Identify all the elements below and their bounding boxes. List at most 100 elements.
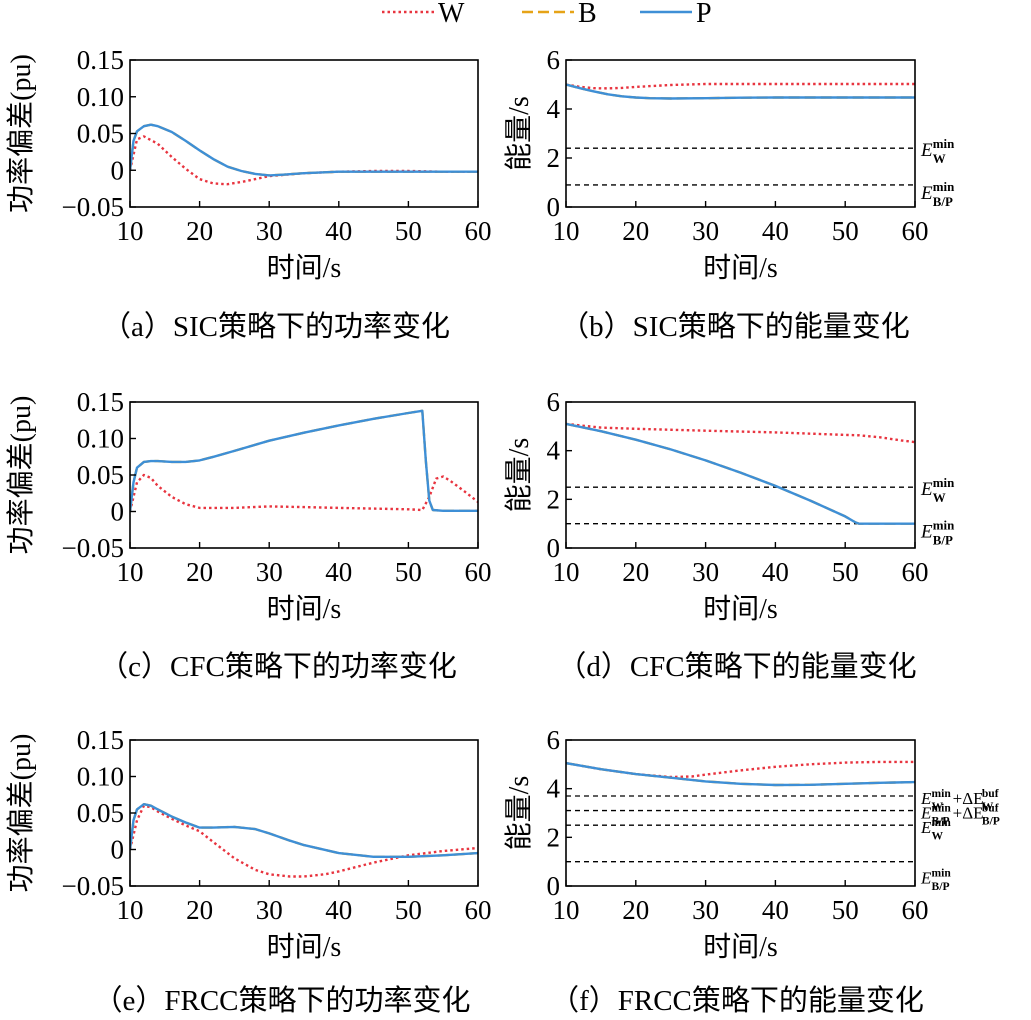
caption-f: （f）FRCC策略下的能量变化 [550,984,924,1017]
x-tick-label-a-1: 20 [186,216,213,246]
series-line-b-w [566,82,915,90]
y-tick-label-a-3: 0.10 [77,82,124,112]
threshold-label-f-2: Emin W [920,816,951,842]
x-axis-label-d: 时间/s [703,593,778,625]
threshold-label-f-3: Emin B/P [920,867,951,893]
y-tick-label-f-0: 0 [547,871,561,901]
y-tick-label-b-3: 6 [547,45,561,75]
x-tick-label-e-1: 20 [186,895,213,925]
x-tick-label-e-3: 40 [325,895,352,925]
series-line-a-p [130,123,478,177]
y-tick-label-b-0: 0 [547,192,561,222]
threshold-label-d-1: Emin B/P [920,518,954,548]
y-tick-label-f-3: 6 [547,725,561,755]
series-line-d-w [566,422,915,444]
panel-f: 10 20 30 40 50 60 0 2 4 6 时间/s 能量/s （f）FRCC策略下的能量变化 E… [503,725,1000,1017]
y-tick-label-d-1: 2 [547,484,561,514]
y-tick-label-c-4: 0.15 [77,387,124,417]
x-tick-label-f-3: 40 [762,895,789,925]
series-line-d-p [566,422,915,525]
y-tick-label-f-1: 2 [547,822,561,852]
x-tick-label-d-2: 30 [692,557,719,587]
caption-c: （c）CFC策略下的功率变化 [99,650,457,683]
threshold-label-b-0: Emin W [920,136,954,166]
x-axis-label-c: 时间/s [267,593,342,625]
x-tick-label-e-4: 50 [395,895,422,925]
panel-d: 10 20 30 40 50 60 0 2 4 6 时间/s 能量/s （d）CFC策略下的能量变化 Em… [503,387,954,683]
x-tick-label-b-5: 60 [902,216,929,246]
y-tick-label-e-0: −0.05 [62,871,124,901]
x-axis-label-e: 时间/s [267,931,342,963]
series-line-a-w [130,135,478,186]
panel-a: 10 20 30 40 50 60 −0.05 0 0.05 0.10 0.15 时间/s 功率偏差(p… [5,45,492,343]
axes-frame-d [565,401,916,549]
x-tick-label-c-3: 40 [325,557,352,587]
y-tick-label-d-2: 4 [547,436,561,466]
series-line-f-b [566,761,915,787]
y-tick-label-b-1: 2 [547,143,561,173]
y-axis-label-e: 功率偏差(pu) [5,734,37,893]
x-axis-label-f: 时间/s [703,931,778,963]
series-line-a-b [130,123,478,177]
y-tick-label-e-1: 0 [111,835,125,865]
y-axis-label-b: 能量/s [503,96,535,171]
axes-frame-b [565,59,916,208]
y-tick-label-a-0: −0.05 [62,192,124,222]
panel-b: 10 20 30 40 50 60 0 2 4 6 时间/s 能量/s （b）SIC策略下的能量变化 Em… [503,45,954,343]
axes-frame-e [129,739,479,887]
x-tick-label-b-0: 10 [553,216,580,246]
y-axis-label-f: 能量/s [503,776,535,851]
x-tick-label-d-5: 60 [902,557,929,587]
y-tick-label-e-4: 0.15 [77,725,124,755]
y-axis-label-a: 功率偏差(pu) [5,54,37,213]
x-tick-label-f-5: 60 [902,895,929,925]
threshold-label-d-0: Emin W [920,475,954,505]
x-tick-label-b-4: 50 [832,216,859,246]
axes-frame-f [565,739,916,887]
x-tick-label-a-4: 50 [395,216,422,246]
series-line-e-w [130,804,478,878]
x-tick-label-f-4: 50 [832,895,859,925]
caption-b: （b）SIC策略下的能量变化 [560,310,910,343]
x-tick-label-c-0: 10 [117,557,144,587]
x-tick-label-d-1: 20 [622,557,649,587]
y-tick-label-c-0: −0.05 [62,533,124,563]
x-tick-label-c-4: 50 [395,557,422,587]
series-line-e-b [130,803,478,858]
series-line-c-w [130,473,478,512]
legend-label-p: P [696,0,712,29]
x-tick-label-b-3: 40 [762,216,789,246]
x-tick-label-c-5: 60 [465,557,492,587]
series-line-f-w [566,760,915,779]
x-tick-label-f-0: 10 [553,895,580,925]
threshold-label-b-1: Emin B/P [920,179,954,209]
y-axis-label-d: 能量/s [503,438,535,513]
series-line-b-p [566,83,915,100]
caption-e: （e）FRCC策略下的功率变化 [93,984,470,1017]
x-tick-label-c-2: 30 [256,557,283,587]
y-tick-label-a-2: 0.05 [77,119,124,149]
x-tick-label-a-2: 30 [256,216,283,246]
y-tick-label-c-3: 0.10 [77,424,124,454]
series-line-c-p [130,409,478,512]
y-tick-label-a-4: 0.15 [77,45,124,75]
axes-frame-c [129,401,479,549]
caption-a: （a）SIC策略下的功率变化 [102,310,450,343]
threshold-label-f-0: Emin W +ΔEbuf W [920,787,999,813]
y-tick-label-e-2: 0.05 [77,798,124,828]
x-tick-label-a-5: 60 [465,216,492,246]
y-tick-label-f-2: 4 [547,774,561,804]
x-tick-label-d-4: 50 [832,557,859,587]
x-tick-label-a-3: 40 [325,216,352,246]
x-tick-label-b-2: 30 [692,216,719,246]
y-tick-label-a-1: 0 [111,155,125,185]
legend-label-b: B [578,0,597,29]
x-axis-label-a: 时间/s [267,252,342,284]
threshold-label-f-1: Emin B/P +ΔEbuf B/P [920,801,1000,827]
axes-frame-a [129,59,479,208]
y-tick-label-e-3: 0.10 [77,762,124,792]
y-tick-label-d-3: 6 [547,387,561,417]
x-tick-label-f-2: 30 [692,895,719,925]
